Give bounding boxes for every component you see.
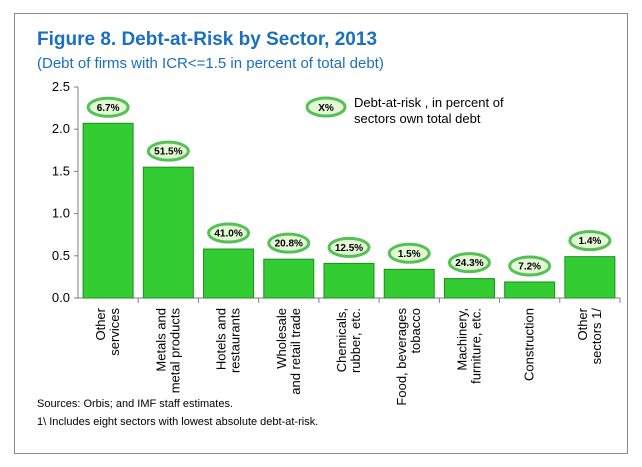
data-label: 1.4% [578,236,601,247]
data-label-oval [207,222,251,244]
data-label: 7.2% [518,261,541,272]
bar [142,166,194,299]
x-tick-label: services [107,308,122,356]
x-tick-label: Chemicals, [334,308,349,372]
bar [323,262,375,299]
data-label-oval [146,140,190,162]
bar [504,281,556,299]
x-tick-label: rubber, etc. [348,308,363,373]
bar [383,268,435,299]
x-tick-label: Hotels and [214,308,229,370]
bar [443,278,495,299]
legend-text: sectors own total debt [354,111,481,126]
data-label: 51.5% [154,147,182,158]
x-tick-label: Metals and [153,308,168,372]
x-tick-label: Other [93,307,108,340]
x-tick-label: metal products [167,308,182,394]
bar [82,122,134,299]
x-tick-label: Machinery, [454,308,469,371]
chart-subtitle: (Debt of firms with ICR<=1.5 in percent … [37,55,384,72]
bar [564,256,616,299]
data-label: 41.0% [214,229,242,240]
x-tick-label: Food, beverages [394,308,409,406]
x-tick-label: tobacco [408,308,423,354]
data-label: 6.7% [97,103,120,114]
y-tick-label: 0.0 [52,290,70,305]
x-tick-label: and retail trade [288,308,303,395]
data-label: 20.8% [275,239,303,250]
chart-title: Figure 8. Debt-at-Risk by Sector, 2013 [37,29,378,50]
data-label: 24.3% [455,258,483,269]
data-label-oval [327,236,371,258]
x-tick-label: Wholesale [274,308,289,369]
data-label-oval [568,230,612,252]
footnote: 1\ Includes eight sectors with lowest ab… [37,416,319,428]
y-tick-label: 2.5 [52,79,70,94]
legend-marker-oval [305,96,347,118]
y-tick-label: 1.0 [52,206,70,221]
y-tick-label: 0.5 [52,248,70,263]
data-label-oval [508,255,552,277]
legend-marker-text: X% [318,103,334,114]
data-label: 1.5% [398,249,421,260]
data-label-oval [267,232,311,254]
data-label-oval [387,242,431,264]
data-label-oval [447,252,491,274]
x-tick-label: restaurants [228,308,243,374]
x-tick-label: sectors 1/ [589,308,604,365]
data-label-oval [86,96,130,118]
bar [203,248,255,299]
y-tick-label: 2.0 [52,121,70,136]
x-tick-label: Other [575,307,590,340]
x-tick-label: furniture, etc. [468,308,483,384]
source-note: Sources: Orbis; and IMF staff estimates. [37,398,234,410]
y-tick-label: 1.5 [52,163,70,178]
x-tick-label: Construction [522,308,537,381]
legend-text: Debt-at-risk , in percent of [354,95,504,110]
data-label: 12.5% [335,243,363,254]
bar [263,258,315,299]
